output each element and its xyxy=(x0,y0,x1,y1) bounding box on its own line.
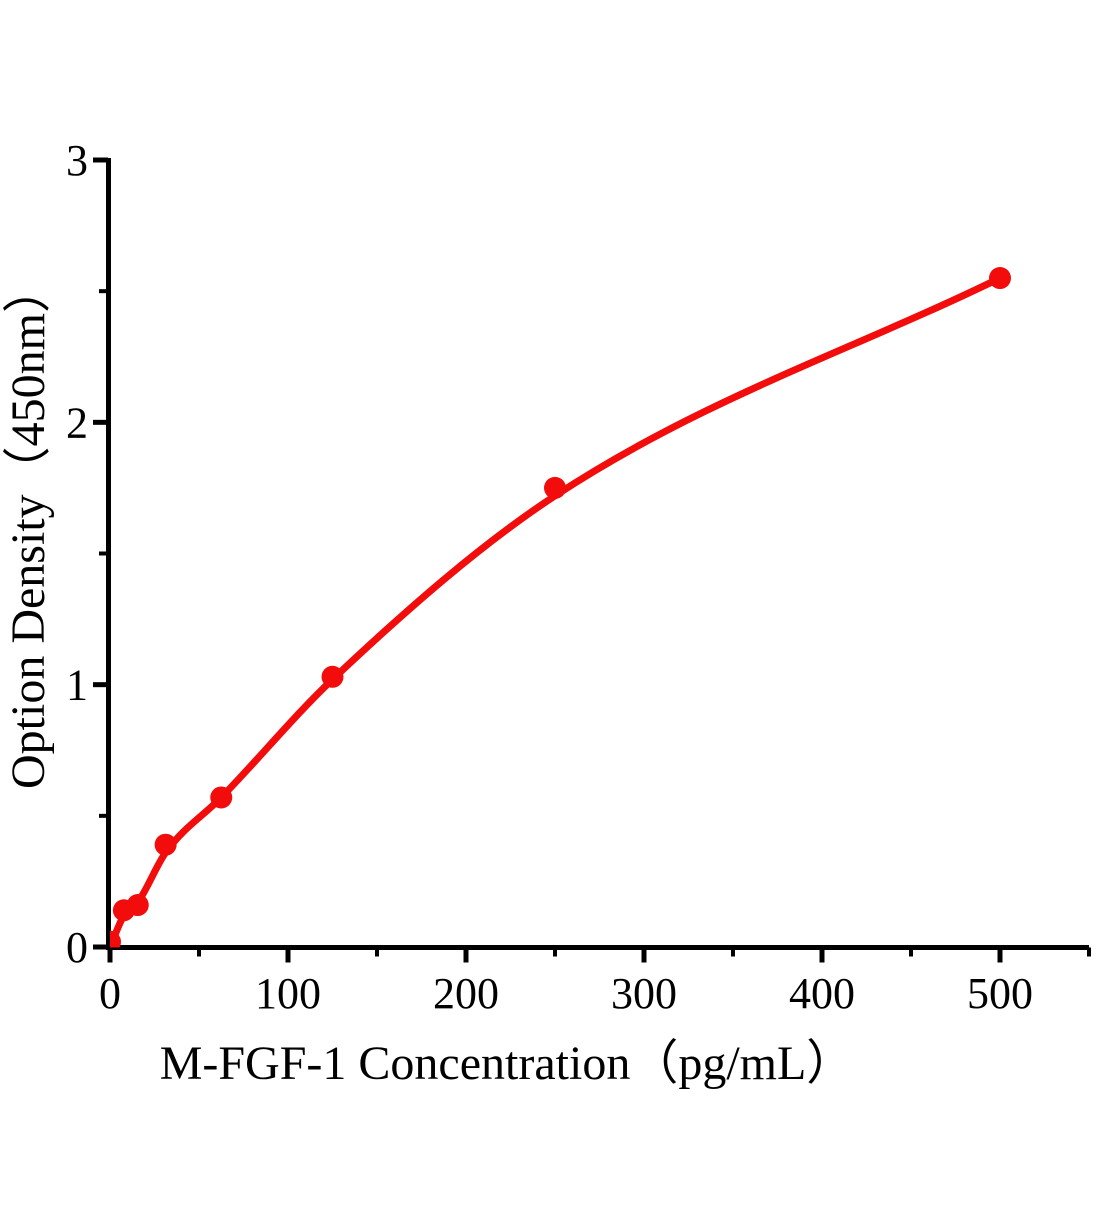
y-tick-label: 2 xyxy=(66,398,88,447)
x-axis-title: M-FGF-1 Concentration（pg/mL） xyxy=(160,1037,855,1090)
data-point-marker xyxy=(544,476,566,499)
x-tick-label: 400 xyxy=(789,969,855,1018)
x-tick-label: 300 xyxy=(611,969,677,1018)
data-point-marker xyxy=(210,786,233,809)
data-point-marker xyxy=(989,267,1011,290)
fit-curve xyxy=(110,274,1004,948)
x-tick-label: 500 xyxy=(967,969,1033,1018)
y-tick-label: 0 xyxy=(66,923,88,972)
data-point-marker xyxy=(126,894,149,917)
data-point-marker xyxy=(321,665,344,688)
tick-labels-layer: 0 100 200 300 400 500 0 1 2 3 xyxy=(66,136,1033,1018)
data-layer xyxy=(110,267,1011,948)
y-tick-label: 1 xyxy=(66,661,88,710)
axes-layer xyxy=(93,157,1091,963)
y-tick-label: 3 xyxy=(66,136,88,185)
x-tick-label: 100 xyxy=(255,969,321,1018)
data-point-marker xyxy=(110,930,121,948)
x-tick-label: 0 xyxy=(99,969,121,1018)
y-axis-title: Option Density（450nm） xyxy=(2,265,55,789)
x-tick-label: 200 xyxy=(433,969,499,1018)
data-point-marker xyxy=(154,833,177,856)
